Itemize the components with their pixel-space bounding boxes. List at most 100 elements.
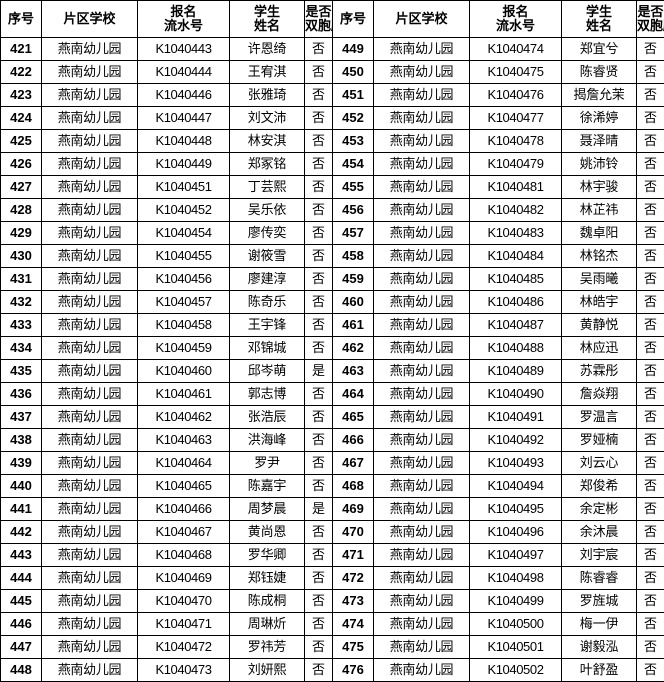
cell-seq-left: 445: [1, 590, 42, 613]
cell-school-left: 燕南幼儿园: [42, 498, 138, 521]
cell-twin-left: 否: [305, 245, 333, 268]
header-line-1: 是否: [305, 5, 332, 19]
cell-seq-left: 435: [1, 360, 42, 383]
cell-seq-right: 474: [333, 613, 374, 636]
cell-twin-left: 否: [305, 613, 333, 636]
cell-seq-left: 426: [1, 153, 42, 176]
cell-seq-right: 461: [333, 314, 374, 337]
cell-name-right: 叶舒盈: [562, 659, 637, 682]
cell-seq-right: 467: [333, 452, 374, 475]
cell-seq-right: 449: [333, 38, 374, 61]
cell-twin-right: 否: [637, 429, 664, 452]
header-line-2: 姓名: [562, 19, 636, 33]
cell-twin-right: 否: [637, 521, 664, 544]
cell-school-left: 燕南幼儿园: [42, 38, 138, 61]
cell-number-left: K1040455: [138, 245, 230, 268]
cell-number-left: K1040443: [138, 38, 230, 61]
cell-seq-left: 436: [1, 383, 42, 406]
cell-school-left: 燕南幼儿园: [42, 406, 138, 429]
header-line-1: 是否: [637, 5, 664, 19]
cell-school-left: 燕南幼儿园: [42, 153, 138, 176]
cell-name-right: 郑宜兮: [562, 38, 637, 61]
cell-twin-right: 否: [637, 498, 664, 521]
cell-name-right: 姚沛铃: [562, 153, 637, 176]
cell-twin-right: 否: [637, 475, 664, 498]
cell-seq-left: 447: [1, 636, 42, 659]
header-name-left: 学生 姓名: [230, 1, 305, 38]
cell-seq-right: 450: [333, 61, 374, 84]
cell-name-right: 詹焱翔: [562, 383, 637, 406]
cell-number-left: K1040452: [138, 199, 230, 222]
header-line-1: 序号: [333, 12, 373, 26]
cell-name-right: 聂泽晴: [562, 130, 637, 153]
cell-twin-right: 否: [637, 199, 664, 222]
cell-seq-left: 421: [1, 38, 42, 61]
cell-seq-right: 456: [333, 199, 374, 222]
cell-seq-left: 424: [1, 107, 42, 130]
cell-number-left: K1040456: [138, 268, 230, 291]
cell-number-right: K1040500: [470, 613, 562, 636]
cell-seq-right: 472: [333, 567, 374, 590]
cell-school-right: 燕南幼儿园: [374, 337, 470, 360]
cell-name-left: 罗祎芳: [230, 636, 305, 659]
cell-school-left: 燕南幼儿园: [42, 337, 138, 360]
header-line-2: 流水号: [470, 19, 561, 33]
cell-school-left: 燕南幼儿园: [42, 245, 138, 268]
cell-school-left: 燕南幼儿园: [42, 199, 138, 222]
cell-seq-right: 464: [333, 383, 374, 406]
cell-name-right: 余沐晨: [562, 521, 637, 544]
cell-school-right: 燕南幼儿园: [374, 360, 470, 383]
header-twin-right: 是否 双胞胎: [637, 1, 664, 38]
cell-number-right: K1040486: [470, 291, 562, 314]
cell-number-left: K1040448: [138, 130, 230, 153]
header-line-1: 报名: [470, 5, 561, 19]
cell-seq-right: 469: [333, 498, 374, 521]
cell-school-right: 燕南幼儿园: [374, 61, 470, 84]
cell-seq-left: 439: [1, 452, 42, 475]
header-line-1: 学生: [562, 5, 636, 19]
cell-number-left: K1040457: [138, 291, 230, 314]
cell-name-left: 黄尚恩: [230, 521, 305, 544]
cell-school-left: 燕南幼儿园: [42, 521, 138, 544]
cell-school-left: 燕南幼儿园: [42, 590, 138, 613]
cell-twin-left: 否: [305, 406, 333, 429]
cell-name-left: 罗尹: [230, 452, 305, 475]
cell-number-right: K1040478: [470, 130, 562, 153]
cell-name-left: 张雅琦: [230, 84, 305, 107]
header-number-left: 报名 流水号: [138, 1, 230, 38]
cell-name-left: 邱岑萌: [230, 360, 305, 383]
cell-name-left: 丁芸熙: [230, 176, 305, 199]
cell-twin-right: 否: [637, 360, 664, 383]
cell-twin-left: 否: [305, 61, 333, 84]
cell-seq-right: 468: [333, 475, 374, 498]
header-number-right: 报名 流水号: [470, 1, 562, 38]
cell-school-right: 燕南幼儿园: [374, 291, 470, 314]
cell-seq-left: 434: [1, 337, 42, 360]
cell-twin-right: 否: [637, 314, 664, 337]
cell-seq-left: 440: [1, 475, 42, 498]
cell-name-left: 林安淇: [230, 130, 305, 153]
cell-number-left: K1040462: [138, 406, 230, 429]
cell-twin-left: 否: [305, 176, 333, 199]
cell-twin-right: 否: [637, 107, 664, 130]
cell-school-right: 燕南幼儿园: [374, 521, 470, 544]
cell-seq-left: 422: [1, 61, 42, 84]
cell-number-right: K1040491: [470, 406, 562, 429]
cell-name-left: 吴乐依: [230, 199, 305, 222]
cell-name-right: 林应迅: [562, 337, 637, 360]
header-line-1: 片区学校: [374, 12, 469, 26]
cell-seq-left: 432: [1, 291, 42, 314]
cell-number-right: K1040499: [470, 590, 562, 613]
cell-name-left: 罗华卿: [230, 544, 305, 567]
cell-seq-right: 459: [333, 268, 374, 291]
